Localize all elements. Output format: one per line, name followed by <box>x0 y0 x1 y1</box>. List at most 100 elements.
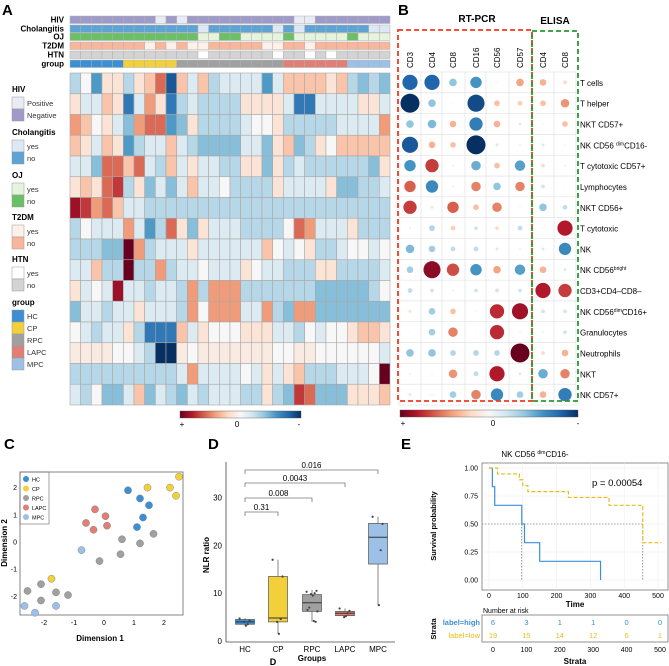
correlation-dot <box>400 93 420 113</box>
significance-bracket <box>244 497 313 502</box>
heatmap-cell <box>368 238 380 261</box>
heatmap-cell <box>144 134 156 157</box>
correlation-dot <box>450 350 456 356</box>
heatmap-cell <box>155 134 167 157</box>
heatmap-colorbar-plus: + <box>180 420 185 429</box>
heatmap-cell <box>240 217 252 240</box>
correlation-dot <box>423 261 441 279</box>
heatmap-cell <box>293 280 305 302</box>
scatter-point-lapc <box>101 512 110 520</box>
correlation-dot <box>450 141 456 148</box>
heatmap-cell <box>133 217 145 240</box>
heatmap-cell <box>347 114 359 136</box>
heatmap-cell <box>261 383 273 406</box>
heatmap-cell <box>133 176 145 198</box>
heatmap-cell <box>69 197 81 219</box>
correlation-dot <box>541 143 545 147</box>
annotation-cell-cholangitis <box>272 24 284 33</box>
row-label-text: CD3+CD4–CD8– <box>580 287 642 296</box>
heatmap-cell <box>315 363 327 385</box>
heatmap-cell <box>229 383 241 406</box>
dotplot-row-label: NK CD57+ <box>580 391 619 400</box>
data-point <box>343 616 346 619</box>
correlation-dot <box>495 143 499 147</box>
legend-swatch <box>11 278 25 292</box>
heatmap-cell <box>293 93 305 115</box>
heatmap-cell <box>155 114 167 136</box>
heatmap-cell <box>379 217 391 240</box>
heatmap-cell <box>69 238 81 261</box>
correlation-dot <box>425 159 439 173</box>
heatmap-cell <box>261 259 273 281</box>
scatter-point-lapc <box>89 525 98 534</box>
legend-marker <box>23 495 29 501</box>
heatmap-cell <box>379 93 391 115</box>
box-mpc <box>368 523 388 565</box>
heatmap-cell <box>219 363 231 385</box>
x-tick-label: LAPC <box>335 645 356 654</box>
scatter-point-hc <box>124 486 132 495</box>
heatmap-cell <box>155 259 167 281</box>
risk-x-tick: 200 <box>554 647 566 654</box>
legend-label: yes <box>27 142 39 151</box>
heatmap-cell <box>229 342 241 364</box>
annotation-cell-hiv <box>304 15 316 24</box>
annotation-cell-group <box>357 59 369 68</box>
correlation-dot <box>519 143 521 146</box>
y-tick-label: 20 <box>213 541 222 550</box>
heatmap-cell <box>133 300 145 323</box>
heatmap-cell <box>368 134 380 157</box>
heatmap-cell <box>219 300 231 323</box>
dotplot-row-label: NKT CD57+ <box>580 121 624 130</box>
heatmap-cell <box>379 114 391 136</box>
annotation-cell-t2dm <box>315 41 327 50</box>
panel-label-e: E <box>401 436 411 453</box>
correlation-dot <box>409 227 411 230</box>
annotation-cell-oj <box>112 32 124 41</box>
heatmap-cell <box>69 155 81 178</box>
correlation-dot <box>409 372 411 375</box>
heatmap-cell <box>133 280 145 302</box>
correlation-dot <box>494 350 500 356</box>
dotplot-row-label: T cells <box>580 79 603 88</box>
annotation-cell-hiv <box>251 15 263 24</box>
heatmap-cell <box>155 342 167 364</box>
heatmap-cell <box>293 259 305 281</box>
annotation-cell-group <box>240 59 252 68</box>
heatmap-cell <box>155 383 167 406</box>
y-tick-label: 0.00 <box>464 578 478 585</box>
heatmap-cell <box>251 134 263 157</box>
correlation-dot <box>424 74 440 91</box>
correlation-dot <box>430 288 434 293</box>
risk-count: 12 <box>589 631 597 640</box>
p-value-annotation: p = 0.00054 <box>592 478 642 489</box>
heatmap-cell <box>229 321 241 344</box>
annotation-cell-group <box>165 59 177 68</box>
correlation-dot <box>431 372 433 375</box>
correlation-dot <box>430 205 434 209</box>
annotation-cell-group <box>293 59 305 68</box>
heatmap-cell <box>251 197 263 219</box>
annotation-cell-oj <box>325 32 337 41</box>
heatmap-cell <box>325 342 337 364</box>
y-tick-label: 2 <box>13 485 17 492</box>
heatmap-cell <box>197 342 209 364</box>
heatmap-cell <box>165 238 177 261</box>
legend-label: no <box>27 239 35 248</box>
correlation-dot <box>519 206 521 209</box>
dotplot-row-label: T helper <box>580 100 610 109</box>
heatmap-cell <box>304 383 316 406</box>
heatmap-cell <box>315 134 327 157</box>
heatmap-cell <box>325 300 337 323</box>
correlation-dot <box>473 371 479 377</box>
legend-marker <box>23 485 29 492</box>
annotation-cell-htn <box>165 50 177 59</box>
annotation-cell-htn <box>325 50 337 59</box>
correlation-dot <box>560 98 570 108</box>
annotation-label-cholangitis: Cholangitis <box>20 25 64 34</box>
panel-label-b: B <box>398 2 409 19</box>
heatmap-cell <box>304 300 316 323</box>
heatmap-cell <box>325 93 337 115</box>
legend-label: MPC <box>27 360 44 369</box>
